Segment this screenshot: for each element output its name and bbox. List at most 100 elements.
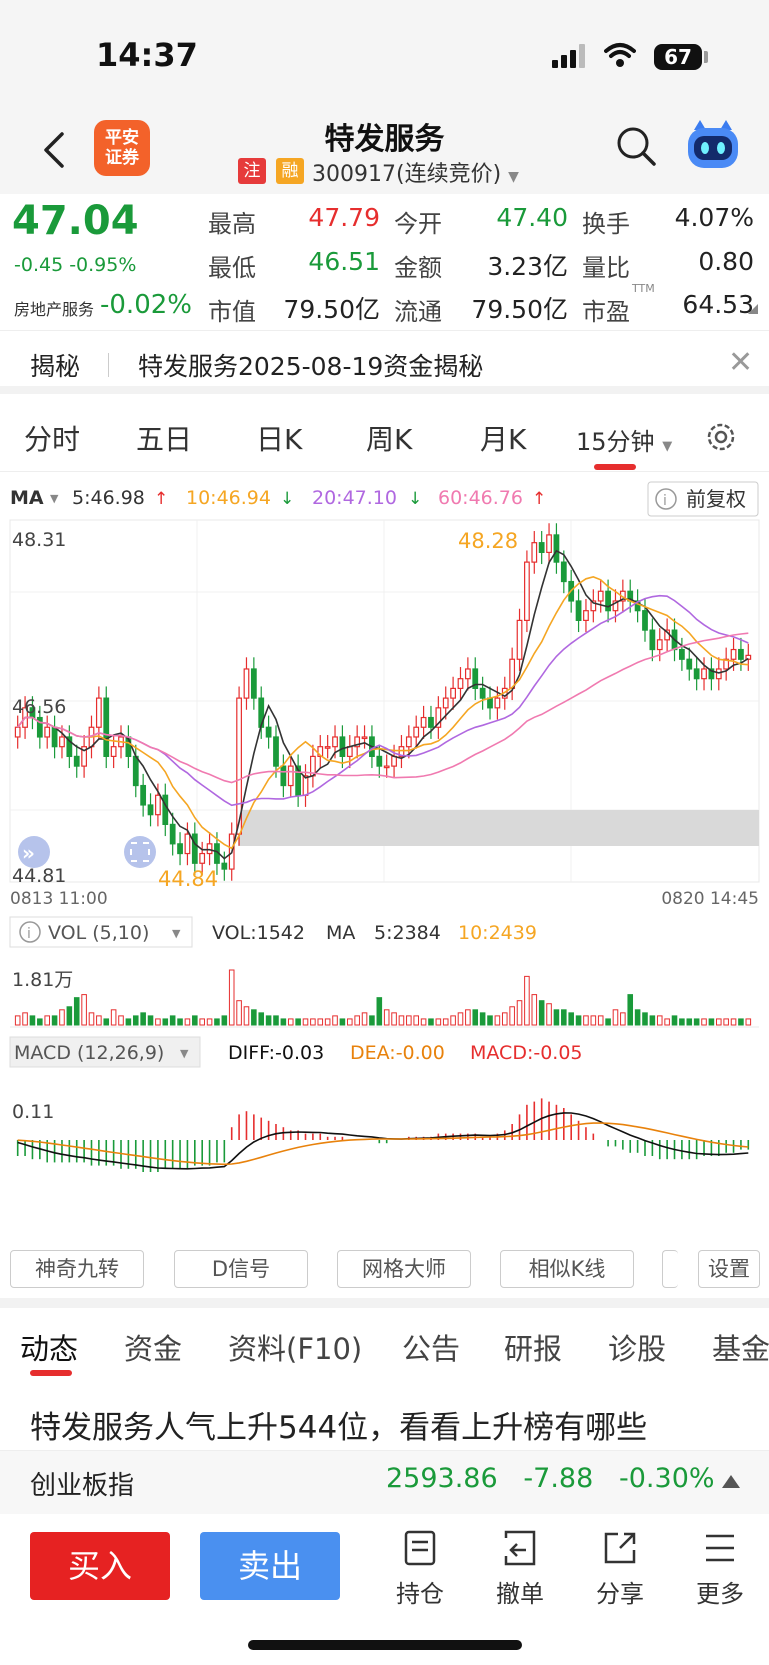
candle	[472, 668, 479, 690]
expand-up-icon[interactable]	[722, 1475, 740, 1488]
volume-bar	[287, 1018, 294, 1026]
candle	[59, 736, 65, 748]
tool-grid-master[interactable]: 网格大师	[337, 1250, 471, 1288]
volume-bar	[354, 1015, 360, 1026]
volume-bar	[51, 1015, 58, 1026]
candle	[494, 697, 501, 709]
candle	[420, 716, 427, 728]
buy-button[interactable]: 买入	[30, 1532, 170, 1600]
candle	[715, 668, 722, 680]
gear-icon[interactable]	[704, 420, 738, 454]
candle	[575, 600, 582, 621]
tab-research[interactable]: 研报	[504, 1332, 563, 1366]
candle	[287, 765, 294, 787]
volume-bar	[597, 1015, 604, 1026]
tab-15min[interactable]: 15分钟 ▼	[576, 422, 672, 457]
volume-bar	[487, 1015, 493, 1026]
candle	[273, 736, 279, 767]
candle	[553, 534, 560, 563]
volume-bar	[273, 1015, 279, 1026]
tab-fund[interactable]: 基金	[712, 1332, 769, 1366]
margin-tag: 注	[238, 158, 266, 184]
tab-daily-k[interactable]: 日K	[256, 423, 303, 456]
share-icon	[604, 1532, 636, 1564]
candle	[538, 542, 545, 554]
close-icon[interactable]: ✕	[728, 345, 754, 380]
adjust-label: 前复权	[686, 487, 746, 511]
dropdown-icon: ▼	[180, 1047, 189, 1060]
share-button[interactable]: 分享	[580, 1528, 660, 1609]
volume-bar	[649, 1015, 656, 1026]
tab-diagnosis[interactable]: 诊股	[608, 1332, 667, 1366]
svg-text:»: »	[22, 841, 35, 865]
search-icon[interactable]	[614, 124, 658, 168]
candle	[723, 658, 730, 670]
volume-bar	[398, 1015, 405, 1026]
y-label-top: 48.31	[12, 529, 66, 551]
low-marker: 44.84	[158, 867, 218, 891]
volume-bar	[612, 1009, 619, 1026]
tab-weekly-k[interactable]: 周K	[366, 423, 413, 456]
quote-value-pe: 64.53	[682, 290, 754, 319]
tool-d-signal[interactable]: D信号	[174, 1250, 308, 1288]
ma-line	[17, 632, 749, 784]
vol-ma5: 5:2384	[374, 922, 441, 944]
news-headline[interactable]: 特发服务人气上升544位，看看上升榜有哪些	[30, 1410, 648, 1446]
clock: 14:37	[96, 36, 198, 74]
volume-bar	[509, 1006, 515, 1026]
kline-chart[interactable]: MA ▼ 5:46.98 ↑ 10:46.94 ↓ 20:47.10 ↓ 60:…	[0, 480, 769, 1240]
tab-monthly-k[interactable]: 月K	[480, 423, 527, 456]
tab-f10[interactable]: 资料(F10)	[228, 1332, 363, 1366]
battery-icon: 67	[654, 44, 702, 70]
battery-tip	[704, 51, 708, 63]
volume-bar	[302, 1018, 309, 1026]
tab-intraday[interactable]: 分时	[24, 423, 81, 456]
collapse-icon	[18, 836, 50, 868]
volume-bar	[265, 1015, 272, 1026]
volume-bar	[96, 1015, 102, 1026]
holdings-button[interactable]: 持仓	[380, 1528, 460, 1609]
candle	[738, 648, 744, 660]
volume-bar	[494, 1015, 501, 1026]
dropdown-icon: ▼	[172, 927, 181, 940]
macd-indicator-selector	[9, 1036, 201, 1068]
back-arrow-icon[interactable]	[40, 130, 70, 170]
tab-news[interactable]: 动态	[20, 1332, 79, 1366]
cancel-order-button[interactable]: 撤单	[480, 1528, 560, 1609]
insight-banner[interactable]: 揭秘 特发服务2025-08-19资金揭秘 ✕	[0, 330, 769, 394]
sell-button[interactable]: 卖出	[200, 1532, 340, 1600]
tab-five-day[interactable]: 五日	[136, 423, 193, 456]
candle	[405, 736, 412, 748]
tool-similar-k[interactable]: 相似K线	[500, 1250, 634, 1288]
index-ticker[interactable]: 创业板指 2593.86 -7.88 -0.30%	[0, 1450, 769, 1514]
volume-bar	[442, 1018, 449, 1026]
expand-corner-icon[interactable]	[748, 304, 758, 314]
tool-nine-turn[interactable]: 神奇九转	[10, 1250, 144, 1288]
candle	[435, 707, 442, 728]
candle	[73, 755, 80, 767]
stock-code-selector[interactable]: 300917(连续竞价) ▼	[312, 156, 519, 188]
volume-bar	[420, 1018, 427, 1026]
current-price: 47.04	[12, 198, 139, 244]
tool-overflow[interactable]	[662, 1250, 678, 1288]
active-tab-indicator	[594, 464, 636, 470]
vol-value: VOL:1542	[212, 922, 305, 944]
quote-value-low: 46.51	[308, 247, 380, 276]
tab-announcements[interactable]: 公告	[402, 1332, 461, 1366]
ai-assistant-icon[interactable]	[684, 118, 742, 174]
candle	[487, 697, 493, 709]
tool-settings[interactable]: 设置	[698, 1250, 760, 1288]
section-divider	[0, 1298, 769, 1308]
candle	[354, 736, 361, 748]
more-button[interactable]: 更多	[680, 1528, 760, 1609]
volume-bar	[634, 1009, 641, 1026]
volume-bar	[310, 1018, 316, 1026]
candle	[14, 726, 21, 738]
tab-funds[interactable]: 资金	[124, 1332, 183, 1366]
ma60-up-icon: ↑	[532, 489, 546, 509]
candlestick-series	[14, 523, 752, 881]
sector-name[interactable]: 房地产服务	[14, 300, 95, 319]
home-indicator	[248, 1640, 522, 1650]
dropdown-icon: ▼	[662, 439, 673, 454]
candle	[155, 794, 161, 816]
